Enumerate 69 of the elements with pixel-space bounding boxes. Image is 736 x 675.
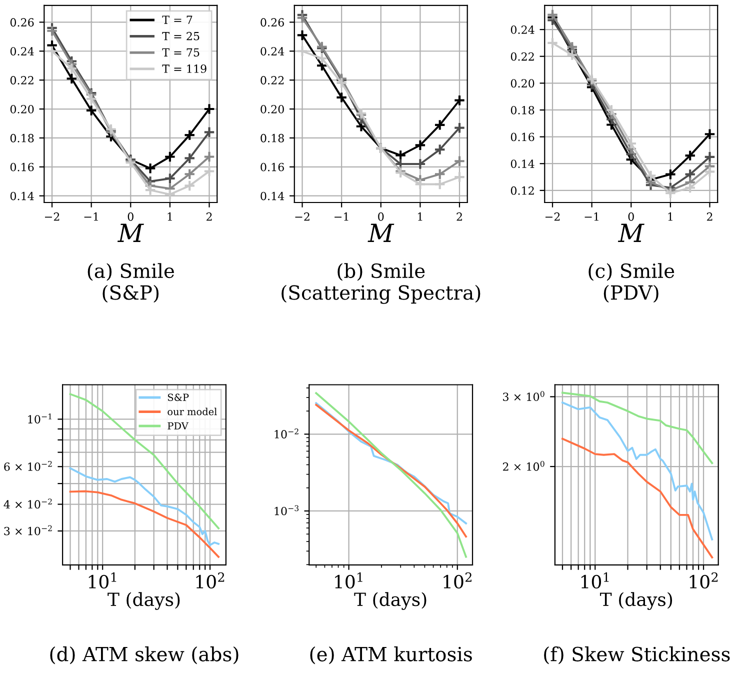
x-tick-label: 10$^{1}$ (88, 572, 116, 589)
legend-label: our model (168, 408, 217, 416)
legend-label: T = 119 (162, 64, 206, 73)
x-axis-title: M (368, 224, 394, 242)
x-axis-title: M (618, 224, 644, 242)
x-tick-label: 1 (668, 212, 672, 221)
x-tick-label: 10$^{2}$ (690, 572, 718, 589)
x-tick-label: −1 (584, 212, 598, 221)
y-tick-label: 0.20 (510, 79, 534, 88)
x-tick-label: 2 (206, 212, 212, 221)
x-tick-label: 0 (128, 212, 134, 221)
text: (a) Smile (S&P) (88, 263, 174, 303)
legend-label: PDV (168, 422, 189, 430)
y-tick-label: 0.22 (260, 76, 284, 84)
y-tick-label: 0.16 (10, 162, 34, 172)
text: (b) Smile (Scattering Spectra) (282, 263, 480, 304)
y-tick-label: 0.22 (510, 52, 534, 61)
y-tick-label: 0.24 (510, 26, 534, 34)
y-tick-label: 0.20 (10, 104, 34, 114)
x-tick-label: 0 (378, 212, 384, 221)
legend-label: T = 75 (162, 48, 200, 57)
x-axis-title: T (days) (108, 592, 180, 610)
y-tick-label: 0.18 (510, 106, 534, 114)
y-tick-label: 0.18 (260, 134, 284, 142)
legend-label: T = 7 (162, 16, 192, 24)
x-tick-label: −2 (295, 212, 310, 221)
x-tick-label: −1 (84, 212, 98, 221)
y-tick-label: 0.20 (260, 104, 284, 114)
y-tick-label: 3 × 10$^{−2}$ (4, 525, 52, 536)
x-tick-label: 2 (706, 212, 712, 221)
y-tick-label: 2 × 10$^{0}$ (502, 460, 544, 471)
y-tick-label: 4 × 10$^{−2}$ (4, 498, 52, 509)
y-tick-label: 0.12 (510, 186, 534, 195)
x-tick-label: 10$^{1}$ (335, 572, 362, 589)
y-tick-label: 10$^{−2}$ (274, 428, 298, 438)
y-tick-label: 0.14 (260, 192, 284, 200)
text: (c) Smile (PDV) (588, 263, 674, 303)
y-tick-label: 0.14 (510, 160, 534, 168)
y-tick-label: 0.24 (260, 47, 284, 56)
x-tick-label: 1 (168, 212, 172, 221)
y-tick-label: 6 × 10$^{−2}$ (4, 460, 52, 471)
x-tick-label: −2 (45, 212, 60, 221)
x-tick-label: 2 (456, 212, 462, 221)
y-tick-label: 10$^{−3}$ (274, 505, 299, 516)
x-tick-label: 10$^{1}$ (581, 572, 609, 589)
legend-label: S&P (168, 394, 189, 402)
y-tick-label: 0.26 (260, 18, 284, 27)
y-tick-label: 0.24 (10, 47, 34, 56)
y-tick-label: 0.26 (10, 18, 34, 27)
y-tick-label: 0.22 (10, 76, 34, 84)
text: (d) ATM skew (abs) (50, 646, 238, 664)
x-tick-label: −2 (545, 212, 560, 221)
x-tick-label: 0 (628, 212, 634, 221)
x-tick-label: −1 (334, 212, 348, 221)
x-axis-title: T (days) (354, 592, 426, 610)
y-tick-label: 0.16 (510, 132, 534, 142)
y-tick-label: 10$^{−1}$ (28, 414, 52, 424)
x-axis-title: M (117, 224, 144, 242)
x-tick-label: 10$^{2}$ (444, 572, 472, 589)
y-tick-label: 3 × 10$^{0}$ (503, 391, 544, 402)
y-tick-label: 0.14 (10, 192, 34, 200)
text: (f) Skew Stickiness (544, 646, 730, 664)
text: (e) ATM kurtosis (310, 646, 472, 664)
legend-label: T = 25 (162, 32, 200, 40)
x-axis-title: T (days) (600, 592, 672, 610)
x-tick-label: 10$^{2}$ (196, 572, 224, 589)
x-tick-label: 1 (418, 212, 422, 221)
y-tick-label: 0.18 (10, 134, 34, 142)
y-tick-label: 0.16 (260, 162, 284, 172)
